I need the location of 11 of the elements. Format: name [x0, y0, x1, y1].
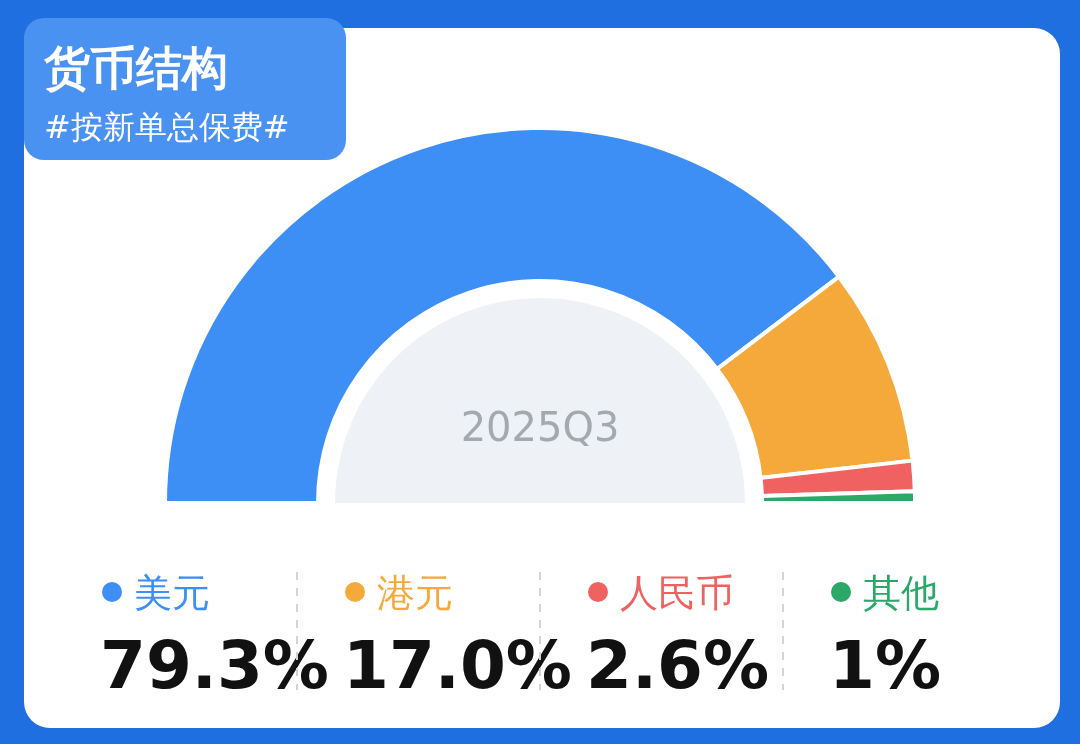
text: 2025Q3	[460, 404, 620, 450]
legend-label: 港元	[377, 571, 453, 615]
legend-label: 人民币	[620, 571, 734, 615]
chart-subtitle: #按新单总保费#	[44, 108, 290, 146]
data-label: 17.0%	[343, 627, 572, 704]
data-label: 2.6%	[586, 627, 770, 704]
data-label: 79.3%	[100, 627, 329, 704]
legend-label: 美元	[134, 571, 210, 615]
data-label: 1%	[829, 627, 942, 704]
legend-label: 其他	[863, 571, 939, 615]
chart-title: 货币结构	[43, 41, 228, 95]
